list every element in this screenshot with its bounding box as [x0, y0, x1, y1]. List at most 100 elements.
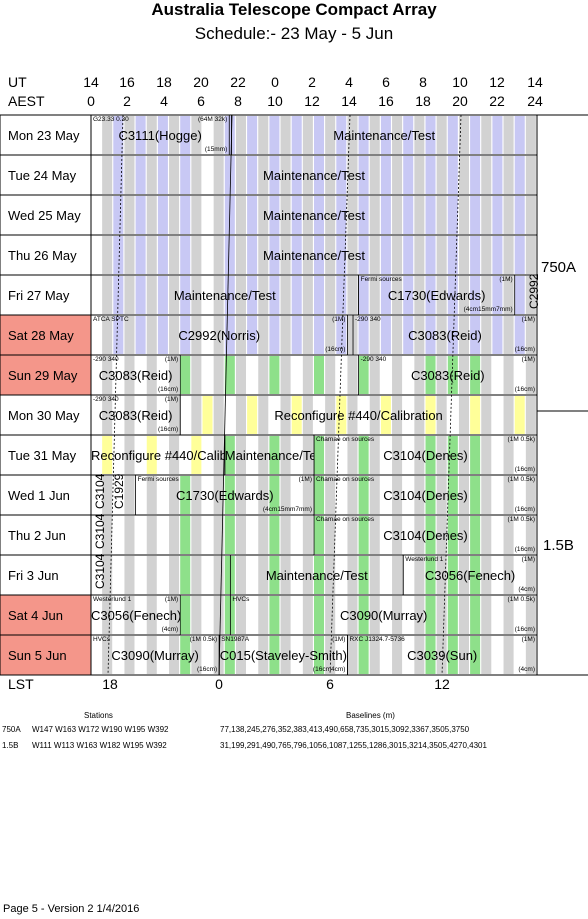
time-band — [235, 396, 246, 434]
time-band — [369, 236, 380, 274]
time-band — [347, 116, 358, 154]
time-band — [347, 156, 358, 194]
time-band — [146, 636, 157, 674]
time-band — [124, 196, 135, 234]
time-band — [169, 156, 180, 194]
block-correlator: (1M) — [521, 636, 535, 643]
time-band — [514, 396, 525, 434]
config-row-750a-baselines: 77,138,245,276,352,383,413,490,658,735,3… — [220, 725, 470, 734]
time-band — [258, 516, 269, 554]
time-band — [169, 116, 180, 154]
time-band — [392, 436, 403, 474]
time-band — [314, 436, 325, 474]
time-band — [503, 596, 514, 634]
time-band — [525, 636, 536, 674]
time-band — [392, 236, 403, 274]
time-band — [392, 356, 403, 394]
time-band — [425, 636, 436, 674]
time-band — [458, 556, 469, 594]
time-band — [525, 156, 536, 194]
time-band — [481, 516, 492, 554]
time-band — [302, 316, 313, 354]
block-correlator: (1M) — [164, 596, 179, 603]
time-band — [291, 236, 302, 274]
block-title: C3090(Murray) — [339, 608, 428, 623]
time-band — [492, 116, 503, 154]
time-band — [314, 356, 325, 394]
block-title: Maintenance/Test — [224, 448, 314, 463]
block-source: Fermi sources — [360, 276, 402, 283]
time-band — [302, 276, 313, 314]
time-band — [213, 236, 224, 274]
time-band — [414, 476, 425, 514]
time-band — [235, 556, 246, 594]
time-band — [470, 636, 481, 674]
block-source: HVCs — [232, 596, 250, 603]
time-band — [447, 516, 458, 554]
time-band — [235, 596, 246, 634]
time-band — [436, 476, 447, 514]
time-band — [102, 516, 113, 554]
time-band — [425, 156, 436, 194]
time-band — [314, 636, 325, 674]
time-band — [425, 116, 436, 154]
lst-line — [441, 114, 462, 676]
time-band — [213, 516, 224, 554]
time-band — [146, 396, 157, 434]
block-title: Maintenance/Test — [265, 568, 368, 583]
time-band — [336, 156, 347, 194]
time-band — [525, 356, 536, 394]
time-band — [157, 116, 168, 154]
time-band — [213, 636, 224, 674]
time-band — [291, 156, 302, 194]
time-band — [458, 236, 469, 274]
time-band — [224, 636, 235, 674]
time-band — [224, 436, 235, 474]
block-receiver: (15mm) — [204, 146, 228, 153]
time-band — [146, 316, 157, 354]
time-band — [224, 316, 235, 354]
lst-tick: 12 — [434, 676, 450, 692]
lst-line — [218, 114, 233, 676]
time-band — [403, 116, 414, 154]
block-title: C015(Staveley-Smith) — [219, 648, 347, 663]
day-label: Tue 31 May — [8, 448, 77, 463]
time-band — [425, 236, 436, 274]
weekend-day-cell — [0, 635, 91, 675]
time-band — [258, 236, 269, 274]
time-band — [157, 316, 168, 354]
time-band — [146, 236, 157, 274]
ut-axis-label: UT — [8, 74, 27, 90]
time-band — [191, 236, 202, 274]
time-band — [470, 116, 481, 154]
time-band — [447, 196, 458, 234]
lst-tick: 6 — [326, 676, 334, 692]
time-band — [447, 116, 458, 154]
time-band — [392, 596, 403, 634]
time-band — [224, 236, 235, 274]
time-band — [146, 436, 157, 474]
time-band — [135, 156, 146, 194]
time-band — [169, 436, 180, 474]
block-correlator: (1M 0.5k) — [507, 436, 535, 443]
time-band — [135, 196, 146, 234]
time-band — [124, 116, 135, 154]
time-band — [369, 356, 380, 394]
time-band — [380, 316, 391, 354]
time-band — [180, 156, 191, 194]
time-band — [213, 436, 224, 474]
time-band — [191, 476, 202, 514]
time-band — [347, 276, 358, 314]
time-band — [392, 396, 403, 434]
time-band — [481, 476, 492, 514]
block-correlator: (64M 32k) — [197, 116, 228, 123]
vertical-project-label: C2992 — [527, 273, 541, 309]
time-band — [525, 596, 536, 634]
time-band — [470, 276, 481, 314]
time-band — [180, 116, 191, 154]
aest-tick: 22 — [489, 93, 505, 109]
time-band — [258, 276, 269, 314]
time-band — [280, 516, 291, 554]
time-band — [314, 196, 325, 234]
time-band — [302, 156, 313, 194]
